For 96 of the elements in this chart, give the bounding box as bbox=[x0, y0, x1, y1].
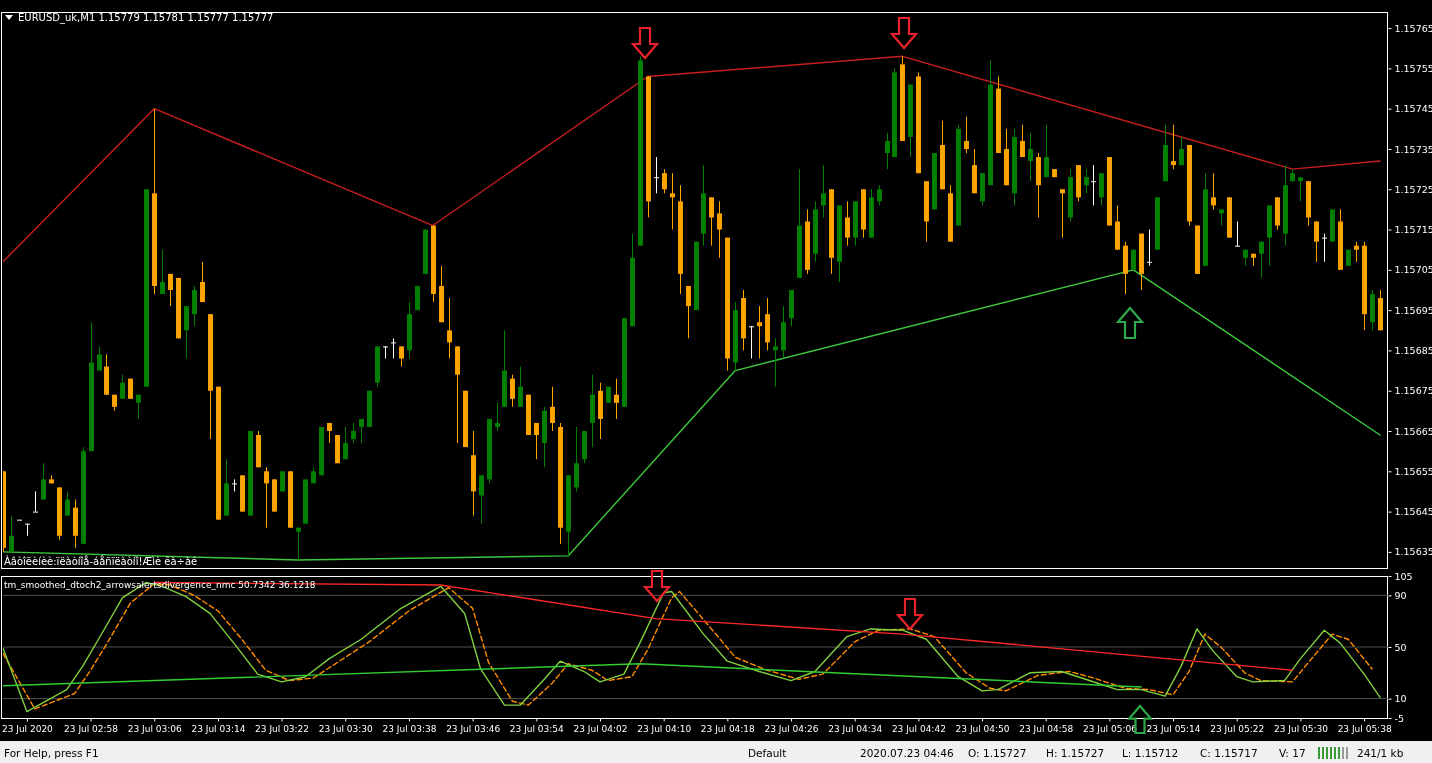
candlestick bbox=[383, 345, 388, 359]
candlestick bbox=[1171, 124, 1176, 170]
candlestick bbox=[359, 418, 364, 444]
x-tick-label: 23 Jul 04:34 bbox=[828, 723, 883, 734]
x-tick-label: 23 Jul 03:22 bbox=[255, 723, 310, 734]
annotation: Àâòîëèíèè:ïëàòíîå-áåñïëàòíî!Æìè êà÷àé bbox=[4, 555, 198, 567]
candlestick bbox=[670, 172, 675, 231]
candlestick bbox=[97, 345, 102, 372]
candlestick bbox=[821, 164, 826, 218]
candlestick bbox=[550, 386, 555, 432]
candlestick bbox=[845, 200, 850, 247]
x-tick-label: 23 Jul 04:42 bbox=[891, 723, 946, 734]
candlestick bbox=[479, 474, 484, 525]
candlestick bbox=[1091, 164, 1096, 206]
text: 241/1 kb bbox=[1357, 747, 1404, 759]
candlestick bbox=[709, 196, 714, 247]
candlestick bbox=[351, 422, 356, 444]
x-tick-label: 23 Jul 05:14 bbox=[1146, 723, 1201, 734]
candlestick bbox=[33, 490, 38, 513]
x-tick-label: 23 Jul 04:02 bbox=[573, 723, 628, 734]
y-tick-label: 90 bbox=[1394, 589, 1407, 601]
candlestick bbox=[757, 305, 762, 359]
candlestick bbox=[232, 478, 237, 492]
candlestick bbox=[200, 261, 205, 303]
text: Default bbox=[748, 747, 787, 759]
x-tick-label: 23 Jul 05:38 bbox=[1337, 723, 1392, 734]
x-tick-label: 23 Jul 05:30 bbox=[1273, 723, 1329, 734]
text: H: 1.15727 bbox=[1046, 747, 1105, 759]
candlestick bbox=[662, 168, 667, 194]
y-tick-label: 105 bbox=[1394, 570, 1413, 582]
candlestick bbox=[136, 394, 141, 420]
text: V: 17 bbox=[1279, 747, 1306, 759]
candlestick bbox=[717, 200, 722, 259]
candlestick bbox=[614, 378, 619, 420]
x-tick-label: 23 Jul 03:46 bbox=[446, 723, 501, 734]
line-series bbox=[3, 55, 1381, 263]
candlestick bbox=[1179, 136, 1184, 166]
candlestick bbox=[749, 325, 754, 359]
candlestick bbox=[510, 374, 515, 408]
candlestick bbox=[65, 490, 70, 517]
x-tick-label: 23 Jul 03:14 bbox=[191, 723, 246, 734]
x-tick-label: 23 Jul 04:10 bbox=[637, 723, 692, 734]
candlestick bbox=[264, 466, 269, 529]
candlestick bbox=[25, 523, 30, 537]
text: O: 1.15727 bbox=[968, 747, 1027, 759]
candlestick bbox=[1259, 241, 1264, 279]
candlestick bbox=[1020, 124, 1025, 158]
candlestick bbox=[964, 116, 969, 154]
candlestick bbox=[447, 297, 452, 359]
candlestick bbox=[773, 337, 778, 388]
chart-title: EURUSD_uk,M1 1.15779 1.15781 1.15777 1.15777 bbox=[18, 12, 274, 24]
text: For Help, press F1 bbox=[4, 747, 99, 759]
candlestick bbox=[1044, 124, 1049, 178]
x-tick-label: 23 Jul 03:54 bbox=[509, 723, 565, 734]
candlestick bbox=[1235, 221, 1240, 247]
candlestick bbox=[1211, 172, 1216, 210]
candlestick bbox=[296, 527, 301, 561]
text: 2020.07.23 04:46 bbox=[860, 747, 955, 759]
candlestick bbox=[877, 184, 882, 206]
candlestick bbox=[41, 462, 46, 501]
y-tick-label: -5 bbox=[1394, 712, 1404, 724]
x-tick-label: 23 Jul 04:50 bbox=[955, 723, 1010, 734]
y-tick-label: 10 bbox=[1394, 693, 1407, 705]
text: C: 1.15717 bbox=[1200, 747, 1258, 759]
text: L: 1.15712 bbox=[1122, 747, 1179, 759]
candlestick bbox=[1060, 188, 1065, 239]
candlestick bbox=[495, 402, 500, 432]
candlestick bbox=[654, 156, 659, 194]
x-tick-label: 23 Jul 02:58 bbox=[64, 723, 119, 734]
x-tick-label: 23 Jul 03:38 bbox=[382, 723, 437, 734]
x-tick-label: 23 Jul 03:30 bbox=[318, 723, 374, 734]
x-tick-label: 23 Jul 04:58 bbox=[1019, 723, 1074, 734]
candlestick bbox=[160, 249, 165, 295]
candlestick bbox=[391, 337, 396, 359]
x-tick-label: 23 Jul 04:18 bbox=[700, 723, 756, 734]
candlestick bbox=[343, 426, 348, 460]
candlestick bbox=[168, 273, 173, 307]
candlestick bbox=[885, 132, 890, 170]
x-tick-label: 23 Jul 04:26 bbox=[764, 723, 819, 734]
x-tick-label: 23 Jul 05:22 bbox=[1210, 723, 1265, 734]
candlestick bbox=[518, 366, 523, 408]
candlestick bbox=[1084, 168, 1089, 194]
x-tick-label: 23 Jul 03:06 bbox=[127, 723, 182, 734]
candlestick bbox=[1147, 229, 1152, 267]
candlestick bbox=[1298, 176, 1303, 202]
candlestick bbox=[120, 374, 125, 400]
candlestick bbox=[9, 515, 14, 553]
candlestick bbox=[1314, 221, 1319, 263]
candlestick bbox=[1028, 132, 1033, 182]
candlestick bbox=[399, 345, 404, 368]
candlestick bbox=[1354, 241, 1359, 263]
y-tick-label: 50 bbox=[1394, 641, 1407, 653]
candlestick bbox=[534, 422, 539, 460]
candlestick bbox=[686, 285, 691, 339]
candlestick bbox=[1322, 233, 1327, 263]
x-tick-label: 23 Jul 2020 bbox=[1, 723, 54, 734]
